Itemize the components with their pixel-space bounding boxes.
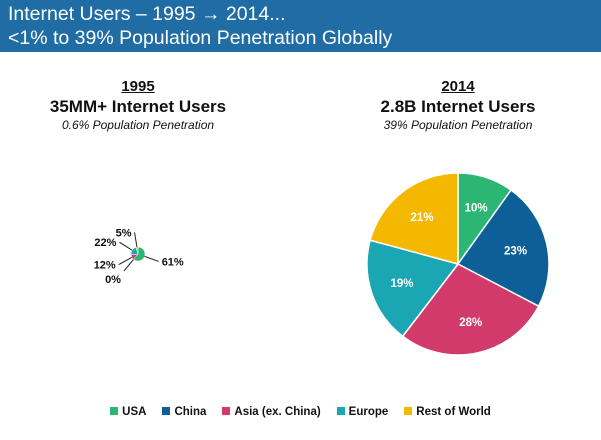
title-line-1: Internet Users – 1995 → 2014...: [8, 3, 286, 25]
slice-2014-rest-of-world: [369, 172, 459, 265]
leader-line-1995-4: [134, 232, 138, 248]
legend-item: Asia (ex. China): [222, 406, 321, 418]
data-label-1995-3: 22%: [94, 237, 116, 249]
chart-2014-year: 2014: [441, 78, 475, 95]
data-label-2014-2: 28%: [459, 317, 482, 329]
data-label-1995-0: 61%: [162, 256, 184, 268]
chart-1995-heading: 1995 35MM+ Internet Users 0.6% Populatio…: [38, 78, 238, 133]
leader-line-1995-0: [144, 255, 159, 262]
slice-1995-rest-of-world: [135, 246, 139, 255]
data-label-2014-3: 19%: [390, 278, 413, 290]
legend-item: Europe: [336, 406, 389, 418]
leader-line-1995-1: [123, 259, 134, 272]
legend-swatch: [336, 407, 345, 415]
leader-line-1995-2: [118, 256, 133, 266]
slice-1995-usa: [133, 246, 146, 262]
legend-swatch: [222, 407, 231, 415]
legend-item: USA: [110, 406, 146, 418]
legend-item: China: [162, 406, 206, 418]
legend-label: USA: [122, 406, 147, 418]
data-label-2014-1: 23%: [504, 245, 527, 257]
slice-2014-asia-ex-china: [401, 263, 540, 356]
chart-2014-users: 2.8B Internet Users: [380, 97, 536, 116]
title-line-2: <1% to 39% Population Penetration Global…: [8, 27, 393, 49]
data-label-2014-4: 21%: [411, 212, 434, 224]
data-label-1995-2: 12%: [94, 260, 116, 272]
legend-item: Rest of World: [404, 406, 491, 418]
legend-label: China: [174, 406, 207, 418]
leader-line-1995-3: [119, 241, 133, 251]
chart-1995-users: 35MM+ Internet Users: [49, 97, 227, 116]
chart-1995-penetration: 0.6% Population Penetration: [61, 118, 215, 132]
chart-2014-penetration: 39% Population Penetration: [383, 118, 533, 132]
legend-swatch: [110, 407, 119, 415]
legend-swatch: [404, 407, 413, 415]
legend-label: Asia (ex. China): [234, 406, 321, 418]
data-label-1995-4: 5%: [116, 227, 132, 239]
chart-legend: USA China Asia (ex. China) Europe Rest of Wo…: [0, 406, 601, 418]
title-bar: Internet Users – 1995 → 2014... <1% to 3…: [0, 0, 601, 52]
slice-2014-europe: [366, 239, 460, 338]
chart-1995-year: 1995: [121, 78, 155, 95]
legend-label: Europe: [348, 406, 389, 418]
data-label-2014-0: 10%: [465, 203, 488, 215]
legend-swatch: [162, 407, 171, 415]
legend-label: Rest of World: [416, 406, 491, 418]
chart-2014-heading: 2014 2.8B Internet Users 39% Population …: [358, 78, 558, 133]
slice-2014-china: [456, 189, 550, 308]
data-label-1995-1: 0%: [105, 274, 121, 286]
